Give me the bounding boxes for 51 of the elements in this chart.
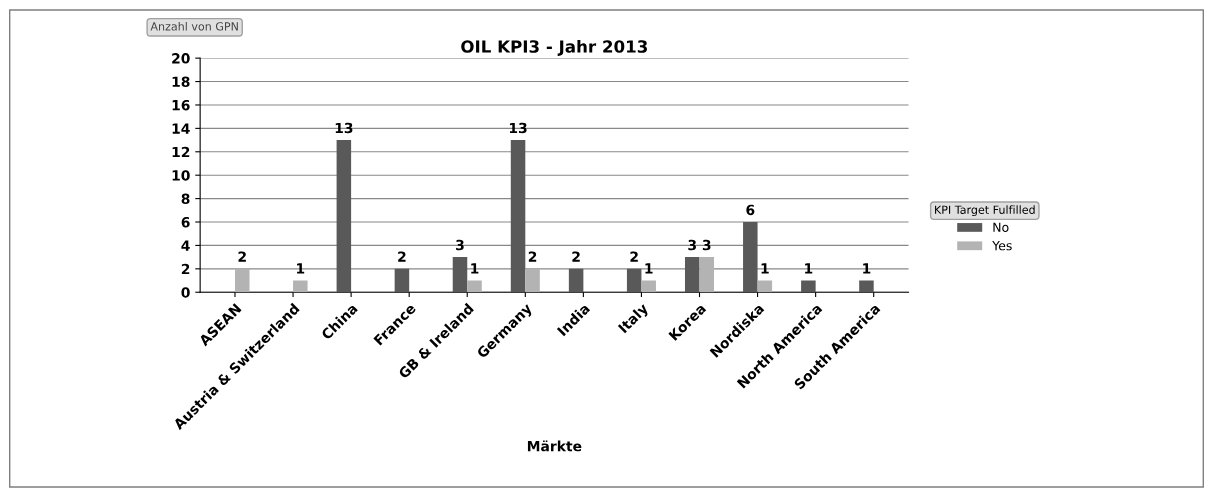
- bar: [859, 280, 874, 293]
- bar: [394, 268, 410, 293]
- data-label: 1: [761, 263, 769, 274]
- data-label: 2: [630, 251, 638, 262]
- chart-title: OIL KPI3 - Jahr 2013: [461, 39, 647, 56]
- legend-label: Yes: [992, 241, 1012, 251]
- y-tick-label: 0: [181, 287, 190, 298]
- data-label: 1: [863, 263, 871, 274]
- bar: [525, 268, 540, 293]
- bar: [743, 222, 758, 293]
- bar: [452, 257, 468, 293]
- data-label: 2: [238, 251, 246, 262]
- bar: [641, 280, 656, 293]
- bar: [568, 268, 584, 293]
- y-tick-label: 8: [181, 193, 190, 205]
- data-label: 1: [645, 263, 653, 274]
- bar: [510, 140, 526, 293]
- bar: [626, 268, 642, 293]
- y-tick-label: 6: [181, 216, 190, 228]
- data-label: 6: [746, 204, 755, 216]
- data-label: 13: [335, 122, 353, 134]
- data-label: 13: [509, 122, 527, 134]
- bar: [699, 257, 715, 293]
- data-label: 2: [528, 251, 537, 262]
- data-label: 3: [456, 239, 464, 251]
- legend-label: No: [993, 222, 1009, 232]
- bar: [336, 140, 352, 293]
- data-label: 2: [398, 251, 406, 262]
- data-label: 1: [471, 263, 479, 274]
- bar: [234, 268, 250, 293]
- y-axis-title: Anzahl von GPN: [150, 21, 238, 31]
- data-label: 3: [702, 239, 711, 251]
- legend-title: KPI Target Fulfilled: [935, 205, 1035, 217]
- bar: [293, 280, 308, 293]
- y-tick-label: 10: [172, 170, 190, 181]
- x-axis-title: Märkte: [527, 440, 582, 452]
- data-label: 1: [805, 263, 813, 274]
- y-tick-label: 20: [172, 53, 190, 64]
- bar: [467, 280, 482, 293]
- data-label: 1: [297, 263, 305, 274]
- bar: [801, 280, 816, 293]
- y-tick-label: 2: [181, 263, 190, 275]
- y-tick-label: 4: [181, 240, 190, 251]
- y-tick-label: 18: [172, 76, 190, 88]
- bar: [757, 280, 773, 293]
- data-label: 3: [688, 239, 696, 251]
- y-tick-label: 12: [172, 146, 190, 158]
- y-tick-label: 14: [172, 123, 190, 134]
- y-tick-label: 16: [172, 99, 190, 111]
- data-label: 2: [572, 251, 580, 262]
- bar: [684, 257, 700, 293]
